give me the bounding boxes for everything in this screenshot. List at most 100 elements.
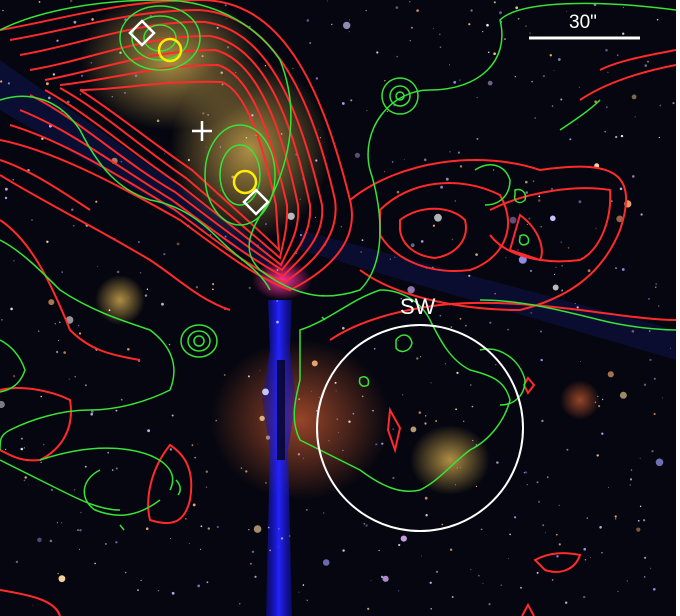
star [380,575,384,579]
star [517,17,520,20]
star [216,26,219,29]
star [530,312,532,314]
star [202,112,205,115]
galaxy-glow [95,275,145,325]
star [48,299,55,306]
star [560,98,563,101]
star [576,306,579,309]
star [659,104,662,107]
star [212,283,215,286]
star [631,94,637,100]
star [587,269,591,273]
star [655,283,657,285]
star [365,9,368,12]
star [615,267,617,269]
star [394,256,396,258]
star [529,32,531,34]
star [219,189,221,191]
star [644,64,648,67]
star [410,426,417,433]
star [583,547,586,551]
star [534,117,536,119]
star [672,102,675,105]
star [574,303,576,305]
star [309,42,312,44]
star [449,64,451,66]
star [425,514,428,517]
star [52,73,56,76]
star [459,165,463,168]
star [536,571,539,574]
star [451,238,454,241]
star [306,19,310,22]
star [551,579,554,581]
star [248,529,250,531]
star [20,437,23,440]
star [12,179,14,181]
star [78,332,82,335]
star [77,324,80,327]
star [120,160,123,163]
star [640,213,643,216]
star [381,442,384,445]
star [348,420,351,423]
star [537,500,541,503]
star [84,465,87,468]
star [489,321,492,324]
star [108,309,111,312]
star [569,138,572,141]
star [315,77,319,80]
star [425,415,427,417]
star [420,356,422,358]
star [552,284,559,291]
star [670,347,671,349]
star [523,472,526,474]
star [276,269,279,271]
star [251,114,254,117]
streak-core [277,360,285,460]
star [566,448,569,451]
star [578,200,582,204]
star [376,51,379,54]
star [267,526,270,529]
star [77,529,79,531]
star [650,567,652,569]
star [326,0,328,2]
star [28,484,29,486]
star [493,169,495,171]
star [526,484,528,486]
star [119,51,122,54]
star [157,590,160,592]
star [306,599,308,601]
star [400,535,407,542]
star [400,298,402,300]
star [318,128,319,130]
star [597,395,599,398]
star [342,549,345,552]
star [607,71,609,73]
star [608,486,609,488]
star [586,517,589,520]
star [653,377,656,380]
star [398,590,400,592]
star [171,414,174,417]
star [305,509,308,511]
star [192,503,196,507]
star [631,330,635,333]
star [434,213,442,222]
star [40,461,42,463]
star [314,216,317,218]
star [58,575,66,583]
star [343,21,351,30]
star [80,74,84,77]
star [418,411,422,414]
star [606,106,608,108]
star [499,11,502,15]
star [482,582,484,584]
star [79,548,80,550]
star [430,382,432,384]
star [605,48,608,52]
star [607,371,614,378]
star [61,271,63,273]
star [278,528,280,530]
